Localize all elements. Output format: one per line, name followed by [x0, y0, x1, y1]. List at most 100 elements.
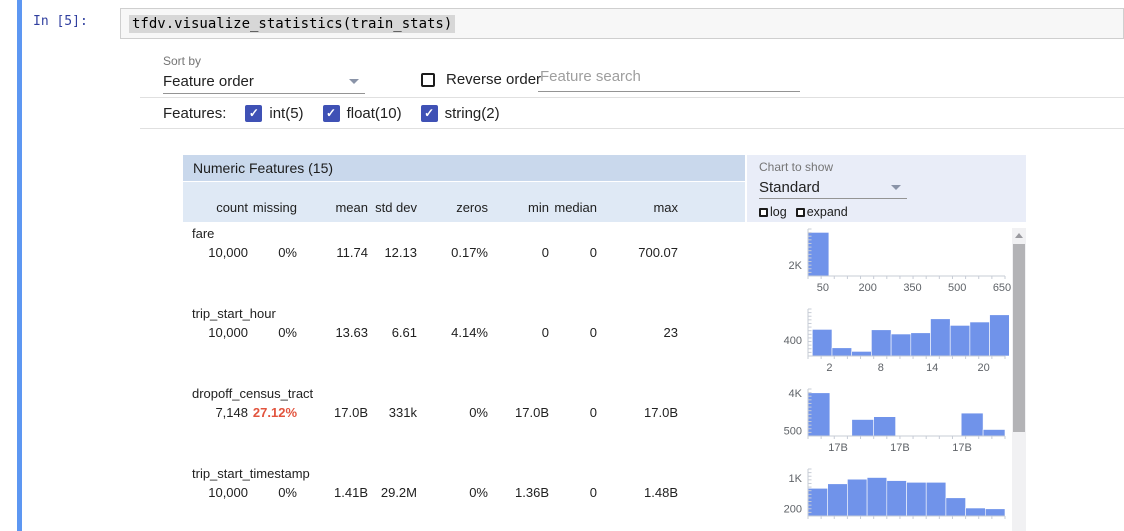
svg-text:8: 8 — [878, 362, 884, 374]
svg-text:350: 350 — [903, 282, 921, 294]
column-header-row: count missing mean std dev zeros min med… — [183, 182, 745, 222]
svg-text:50: 50 — [817, 282, 829, 294]
chevron-down-icon — [349, 78, 359, 84]
feature-stats: 10,000 0% 13.63 6.61 4.14% 0 0 23 — [183, 324, 678, 342]
histogram-trip_start_timestamp[interactable]: 1K 200 — [743, 462, 1012, 531]
feature-search-wrap — [538, 64, 800, 92]
svg-text:14: 14 — [926, 362, 938, 374]
expand-checkbox[interactable] — [795, 207, 805, 217]
stat-value-max: 1.48B — [644, 485, 678, 500]
log-checkbox[interactable] — [759, 207, 768, 217]
feature-name: fare — [192, 226, 215, 241]
feature-row: fare 10,000 0% 11.74 12.13 0.17% 0 0 700.07 2K 50 2… — [183, 222, 1012, 302]
stat-value-min: 0 — [541, 325, 549, 340]
stat-value-min: 1.36B — [515, 485, 549, 500]
int-label: int(5) — [269, 104, 304, 122]
sort-by-value: Feature order — [163, 72, 254, 90]
histogram-fare[interactable]: 2K 50 200 350 500 650 — [743, 222, 1012, 300]
numeric-features-panel: Numeric Features (15) Chart to show Stan… — [183, 155, 1026, 531]
stat-value-mean: 11.74 — [336, 245, 368, 260]
svg-text:17B: 17B — [952, 442, 972, 454]
stat-value-mean: 13.63 — [335, 325, 368, 340]
column-header-min: min — [528, 200, 549, 215]
feature-search-input[interactable] — [538, 64, 800, 92]
svg-text:2K: 2K — [789, 260, 803, 272]
svg-text:4K: 4K — [789, 388, 803, 400]
stat-value-std-dev: 6.61 — [391, 325, 417, 340]
column-header-missing: missing — [252, 200, 297, 215]
feature-stats: 7,148 27.12% 17.0B 331k 0% 17.0B 0 17.0B — [183, 404, 678, 422]
feature-type-string: ✓ string(2) — [420, 104, 500, 122]
expand-option: expand — [795, 205, 848, 219]
stat-value-median: 0 — [589, 485, 597, 500]
feature-stats: 10,000 0% 1.41B 29.2M 0% 1.36B 0 1.48B — [183, 484, 678, 502]
svg-text:650: 650 — [993, 282, 1011, 294]
feature-row: trip_start_hour 10,000 0% 13.63 6.61 4.14% 0 0 2… — [183, 302, 1012, 382]
chart-to-show-label: Chart to show — [759, 160, 834, 174]
column-header-zeros: zeros — [456, 200, 488, 215]
stat-value-missing: 0% — [278, 485, 297, 500]
float-checkbox[interactable]: ✓ — [322, 104, 340, 122]
feature-type-int: ✓ int(5) — [245, 104, 304, 122]
histogram-dropoff_census_tract[interactable]: 4K 500 17B 17B 17B — [743, 382, 1012, 460]
features-label: Features: — [163, 104, 227, 122]
feature-stats: 10,000 0% 11.74 12.13 0.17% 0 0 700.07 — [183, 244, 678, 262]
stat-value-median: 0 — [589, 405, 597, 420]
selected-cell-indicator — [17, 0, 22, 531]
chart-to-show-value: Standard — [759, 178, 820, 196]
sort-by-label: Sort by — [163, 54, 202, 68]
stat-value-count: 10,000 — [208, 325, 248, 340]
column-header-count: count — [216, 200, 248, 215]
stat-value-min: 17.0B — [515, 405, 549, 420]
reverse-order-control: Reverse order — [421, 71, 541, 88]
svg-text:17B: 17B — [890, 442, 910, 454]
int-checkbox[interactable]: ✓ — [245, 104, 263, 122]
string-checkbox[interactable]: ✓ — [420, 104, 438, 122]
svg-text:200: 200 — [859, 282, 877, 294]
svg-text:500: 500 — [784, 426, 802, 438]
stat-value-zeros: 4.14% — [451, 325, 488, 340]
histogram-trip_start_hour[interactable]: 400 2 8 14 20 — [743, 302, 1012, 380]
stat-value-missing: 27.12% — [252, 405, 297, 420]
chart-to-show-dropdown[interactable]: Standard — [759, 176, 907, 199]
table-title: Numeric Features (15) — [183, 155, 745, 181]
svg-text:2: 2 — [826, 362, 832, 374]
column-header-median: median — [554, 200, 597, 215]
stat-value-min: 0 — [541, 245, 549, 260]
stat-value-std-dev: 12.13 — [384, 245, 417, 260]
expand-label: expand — [806, 205, 848, 219]
feature-name: trip_start_hour — [192, 306, 276, 321]
stat-value-max: 23 — [663, 325, 678, 340]
reverse-order-label: Reverse order — [446, 71, 542, 88]
scrollbar-thumb[interactable] — [1013, 244, 1025, 432]
stat-value-count: 10,000 — [208, 485, 248, 500]
code-text: tfdv.visualize_statistics(train_stats) — [129, 14, 456, 33]
stat-value-missing: 0% — [278, 325, 297, 340]
string-label: string(2) — [444, 104, 500, 122]
stat-value-median: 0 — [589, 325, 597, 340]
column-header-max: max — [653, 200, 678, 215]
stat-value-zeros: 0% — [469, 405, 488, 420]
scroll-up-arrow-icon[interactable] — [1015, 233, 1023, 238]
float-label: float(10) — [346, 104, 402, 122]
log-label: log — [770, 205, 787, 219]
tfdv-widget-controls: Sort by Feature order Reverse order Feat… — [140, 48, 1124, 130]
sort-by-dropdown[interactable]: Feature order — [163, 69, 365, 94]
features-filter-row: Features: ✓ int(5) ✓ float(10) ✓ string(… — [140, 98, 1124, 129]
stat-value-missing: 0% — [278, 245, 297, 260]
feature-name: dropoff_census_tract — [192, 386, 314, 401]
cell-prompt: In [5]: — [33, 14, 88, 29]
chart-option-checks: log expand — [759, 205, 1026, 219]
stat-value-median: 0 — [589, 245, 597, 260]
stat-value-mean: 17.0B — [334, 405, 368, 420]
svg-text:400: 400 — [784, 335, 802, 347]
feature-row: trip_start_timestamp 10,000 0% 1.41B 29.2M 0%… — [183, 462, 1012, 531]
feature-type-float: ✓ float(10) — [322, 104, 402, 122]
svg-text:500: 500 — [948, 282, 966, 294]
svg-text:17B: 17B — [828, 442, 848, 454]
charts-scrollbar[interactable] — [1012, 228, 1026, 531]
svg-text:1K: 1K — [789, 473, 803, 485]
stat-value-max: 17.0B — [644, 405, 678, 420]
reverse-order-checkbox[interactable] — [421, 72, 435, 87]
code-cell-editor[interactable]: tfdv.visualize_statistics(train_stats) — [120, 8, 1124, 39]
